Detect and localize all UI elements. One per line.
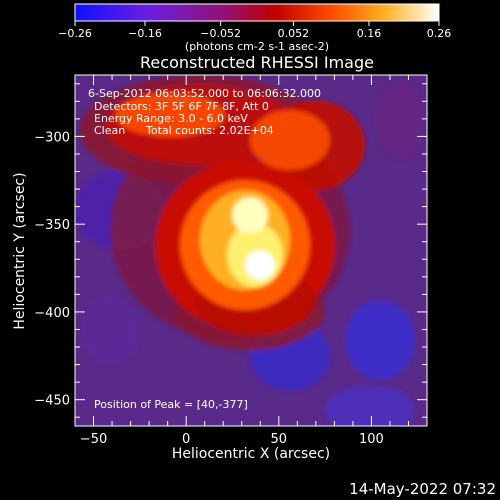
x-axis-label: Heliocentric X (arcsec) [172,446,330,462]
colorbar-tick-label: −0.052 [200,27,241,40]
x-tick-label: 0 [182,432,190,447]
y-tick-label: −350 [34,218,70,233]
plot-frame [74,74,428,427]
x-tick-label: −50 [80,432,107,447]
y-tick-label: −450 [34,394,70,409]
annotation-energy-range: Energy Range: 3.0 - 6.0 keV [94,112,248,125]
annotation-total-counts: Total counts: 2.02E+04 [145,124,274,137]
y-axis-label: Heliocentric Y (arcsec) [12,172,28,329]
colorbar-tick-label: 0.26 [427,27,452,40]
colorbar-unit-label: (photons cm-2 s-1 asec-2) [185,40,329,53]
annotation-clean: Clean [94,124,125,137]
y-tick-label: −400 [34,306,70,321]
x-tick-label: 100 [359,432,384,447]
y-tick-label: −300 [34,130,70,145]
y-axis-ticks: −300 −350 −400 −450 [34,83,427,418]
annotation-block: 6-Sep-2012 06:03:52.000 to 06:06:32.000 … [88,87,321,411]
x-axis-ticks: −50 0 50 100 [74,75,428,447]
annotation-detectors: Detectors: 3F 5F 6F 7F 8F, Att 0 [94,100,269,113]
annotation-peak-position: Position of Peak = [40,-377] [94,398,248,411]
colorbar-tick-label: 0.052 [278,27,310,40]
heatmap-image [75,75,427,426]
colorbar-tick-label: 0.16 [357,27,382,40]
colorbar [74,3,440,22]
timestamp-footer: 14-May-2022 07:32 [349,480,496,498]
colorbar-tick-label: −0.26 [58,27,92,40]
colorbar-ticks: −0.26 −0.16 −0.052 0.052 0.16 0.26 [58,21,451,40]
annotation-time-range: 6-Sep-2012 06:03:52.000 to 06:06:32.000 [88,87,321,100]
x-tick-label: 50 [271,432,288,447]
chart-title: Reconstructed RHESSI Image [140,53,374,72]
colorbar-tick-label: −0.16 [128,27,162,40]
